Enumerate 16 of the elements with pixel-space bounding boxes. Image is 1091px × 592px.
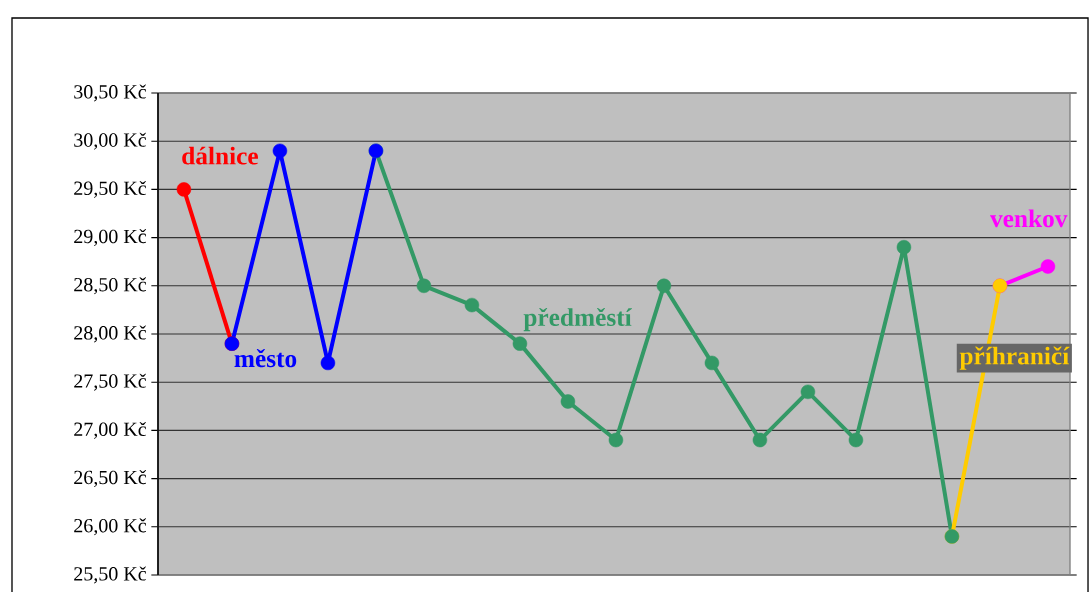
series-label: město <box>234 349 297 368</box>
y-tick-label: 30,00 Kč <box>74 132 146 150</box>
series-label: venkov <box>990 209 1068 228</box>
y-tick-label: 30,50 Kč <box>74 84 146 102</box>
y-tick-label: 29,00 Kč <box>74 229 146 247</box>
series-label: příhraničí <box>959 346 1070 370</box>
series-label: dálnice <box>182 146 258 165</box>
y-tick-label: 26,00 Kč <box>74 518 146 536</box>
series-label: předměstí <box>523 307 632 332</box>
y-tick-label: 29,50 Kč <box>74 180 146 198</box>
y-tick-label: 27,00 Kč <box>74 421 146 439</box>
y-tick-label: 28,00 Kč <box>74 325 146 343</box>
y-tick-label: 26,50 Kč <box>74 470 146 488</box>
y-tick-label: 25,50 Kč <box>74 566 146 584</box>
y-tick-label: 28,50 Kč <box>74 277 146 295</box>
y-tick-label: 27,50 Kč <box>74 373 146 391</box>
